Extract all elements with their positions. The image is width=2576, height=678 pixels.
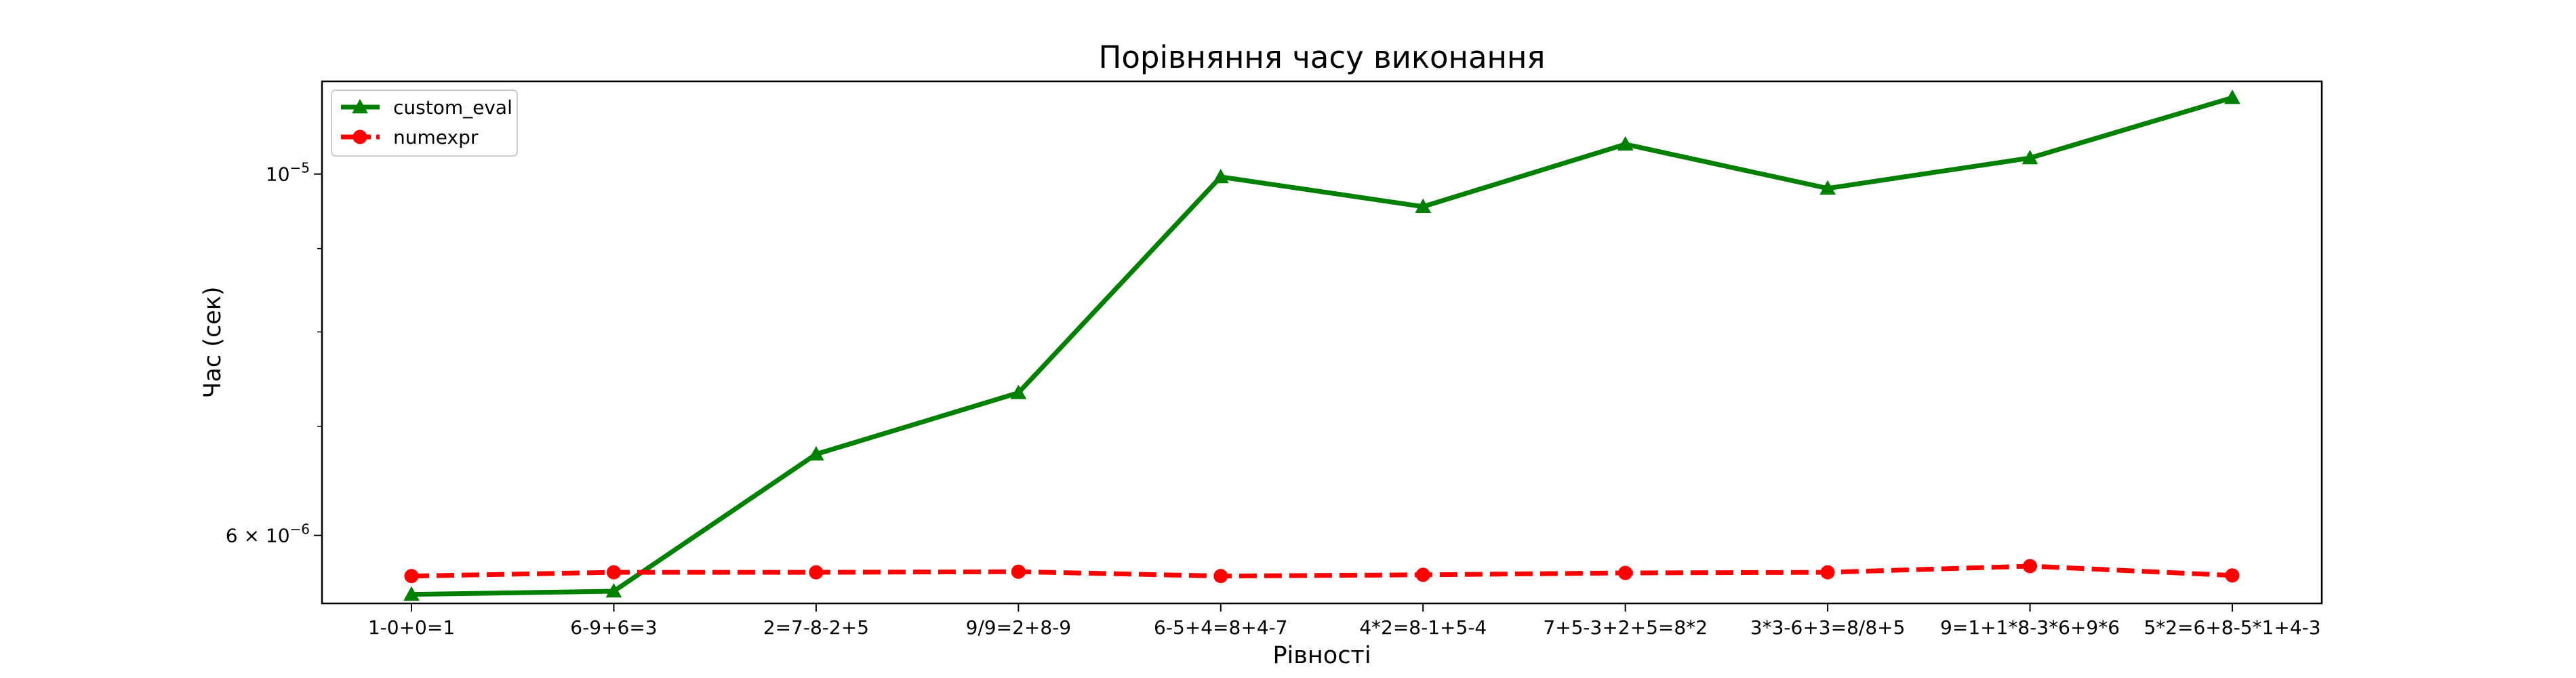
y-tick-label: 10−5 (266, 160, 310, 186)
custom_eval-point (1415, 198, 1432, 214)
series-custom_eval (403, 89, 2240, 601)
x-tick-label: 3*3-6+3=8/8+5 (1750, 616, 1906, 639)
x-tick-label: 6-5+4=8+4-7 (1154, 616, 1287, 639)
numexpr-point (606, 565, 621, 580)
x-tick-label: 9/9=2+8-9 (966, 616, 1072, 639)
series-numexpr (404, 559, 2240, 584)
numexpr-point (1618, 565, 1633, 580)
numexpr-point (2023, 559, 2038, 574)
plot-frame (321, 80, 2323, 605)
numexpr-point (1011, 564, 1026, 579)
x-tick-label: 2=7-8-2+5 (763, 616, 869, 639)
x-tick-label: 9=1+1*8-3*6+9*6 (1940, 616, 2120, 639)
numexpr-point (1415, 567, 1430, 582)
x-axis: 1-0+0=1 6-9+6=3 2=7-8-2+5 9/9=2+8-9 6-5+4=8+… (368, 603, 2321, 639)
x-tick-label: 7+5-3+2+5=8*2 (1543, 616, 1708, 639)
numexpr-line (411, 563, 2233, 579)
custom_eval-point (605, 582, 622, 598)
legend-marker-custom_eval (352, 98, 368, 114)
custom_eval-line (411, 95, 2233, 597)
numexpr-point (404, 569, 419, 584)
custom_eval-point (403, 586, 420, 601)
custom_eval-point (1617, 136, 1634, 151)
legend-label-custom_eval: custom_eval (393, 96, 512, 119)
plot-area (321, 80, 2323, 605)
x-tick-label: 1-0+0=1 (368, 616, 455, 639)
custom_eval-point (1010, 384, 1027, 399)
legend-marker-numexpr (353, 129, 367, 144)
y-axis-label: Час (сек) (199, 286, 226, 398)
chart-title: Порівняння часу виконання (1099, 39, 1546, 75)
x-axis-label: Рівності (1272, 642, 1371, 669)
custom_eval-point (1212, 168, 1229, 184)
y-axis: 10−5 6 × 10−6 (226, 160, 322, 547)
custom_eval-point (2021, 149, 2038, 165)
x-tick-label: 5*2=6+8-5*1+4-3 (2144, 616, 2320, 639)
custom_eval-point (1819, 180, 1836, 195)
custom_eval-point (808, 445, 824, 461)
custom_eval-point (2224, 89, 2240, 104)
series-layer (403, 89, 2240, 601)
x-tick-label: 6-9+6=3 (570, 616, 657, 639)
numexpr-point (2225, 568, 2240, 583)
y-tick-label: 6 × 10−6 (226, 521, 310, 547)
x-tick-label: 4*2=8-1+5-4 (1359, 616, 1487, 639)
legend-label-numexpr: numexpr (393, 126, 479, 148)
numexpr-point (809, 565, 824, 580)
numexpr-point (1213, 569, 1228, 584)
numexpr-point (1820, 565, 1835, 580)
